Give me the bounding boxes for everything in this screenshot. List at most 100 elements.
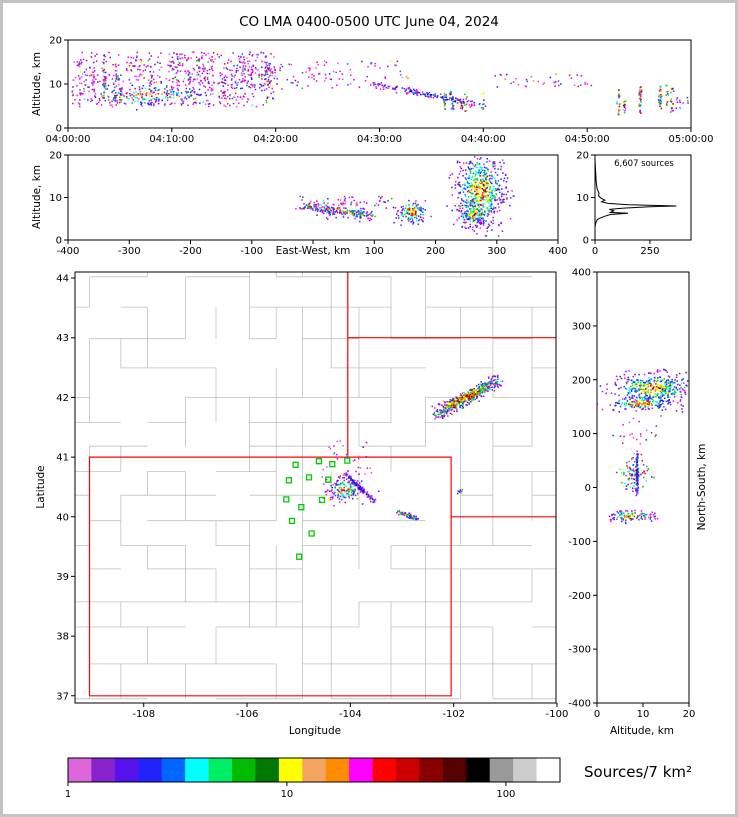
source-points bbox=[618, 87, 675, 115]
colorbar-segment bbox=[442, 758, 467, 782]
source-points bbox=[281, 63, 402, 86]
tick-label: 200 bbox=[572, 375, 591, 386]
tick-label: 1 bbox=[65, 789, 71, 800]
source-points bbox=[625, 464, 653, 490]
source-points bbox=[687, 100, 689, 102]
source-points bbox=[625, 376, 686, 399]
y-axis-ticks bbox=[64, 39, 68, 129]
tick-label: 04:50:00 bbox=[565, 134, 610, 145]
tick-label: 20 bbox=[683, 709, 696, 720]
colorbar-segment bbox=[255, 758, 280, 782]
tick-label: -100 bbox=[568, 537, 591, 548]
tick-label: 44 bbox=[56, 273, 69, 284]
source-points bbox=[392, 199, 426, 224]
source-points bbox=[357, 462, 360, 464]
source-points bbox=[622, 420, 642, 444]
colorbar-segment bbox=[185, 758, 209, 782]
source-points bbox=[443, 90, 454, 111]
source-points bbox=[631, 415, 662, 441]
tick-label: 39 bbox=[56, 572, 69, 583]
source-points bbox=[617, 89, 674, 115]
y-axis-ticks bbox=[591, 154, 595, 241]
tick-label: -200 bbox=[179, 246, 202, 257]
source-points bbox=[443, 95, 463, 110]
source-points bbox=[618, 90, 675, 114]
colorbar-segment bbox=[114, 758, 139, 782]
source-points bbox=[340, 487, 351, 490]
source-points bbox=[91, 82, 274, 111]
source-points bbox=[398, 512, 417, 520]
source-points bbox=[316, 60, 399, 63]
source-points bbox=[444, 103, 468, 110]
source-points bbox=[650, 432, 657, 436]
source-points bbox=[125, 91, 171, 101]
source-points bbox=[312, 209, 335, 216]
tick-label: 0 bbox=[585, 483, 591, 494]
panel-frame bbox=[596, 271, 690, 704]
source-points bbox=[332, 453, 335, 455]
tick-label: 05:00:00 bbox=[669, 134, 714, 145]
tick-label: 04:40:00 bbox=[461, 134, 506, 145]
tick-label: 100 bbox=[496, 789, 515, 800]
source-points bbox=[460, 492, 462, 494]
source-points bbox=[405, 75, 409, 80]
tick-label: 38 bbox=[56, 632, 69, 643]
lma-stations bbox=[283, 457, 351, 560]
x-axis-ticks bbox=[143, 703, 558, 707]
source-points bbox=[280, 62, 407, 90]
source-points bbox=[341, 492, 350, 496]
source-points bbox=[321, 466, 373, 500]
source-points bbox=[617, 86, 674, 116]
source-points bbox=[319, 200, 346, 217]
source-points bbox=[71, 51, 273, 108]
tick-label: -400 bbox=[57, 246, 80, 257]
source-points bbox=[627, 515, 630, 518]
source-points bbox=[458, 198, 495, 230]
source-points bbox=[675, 96, 691, 109]
source-points bbox=[446, 157, 512, 231]
y-axis-ticks bbox=[593, 271, 597, 704]
tick-label: -100 bbox=[240, 246, 263, 257]
ew-height-xlabel: East-West, km bbox=[276, 245, 351, 257]
colorbar-segment bbox=[278, 758, 303, 782]
source-points bbox=[334, 479, 354, 498]
tick-label: 100 bbox=[572, 429, 591, 440]
source-points bbox=[619, 425, 658, 438]
source-points bbox=[314, 206, 369, 218]
tick-label: 37 bbox=[56, 691, 69, 702]
colorbar-label: Sources/7 km² bbox=[584, 763, 692, 781]
source-points bbox=[612, 395, 671, 411]
source-points bbox=[460, 490, 463, 493]
source-points bbox=[496, 78, 528, 88]
tick-label: 400 bbox=[572, 268, 591, 279]
source-points bbox=[71, 51, 275, 108]
source-points bbox=[398, 510, 419, 520]
source-points bbox=[446, 388, 481, 408]
colorbar-segment bbox=[396, 758, 420, 782]
source-points bbox=[619, 512, 647, 521]
tick-label: 300 bbox=[487, 246, 506, 257]
colorbar-segment bbox=[208, 758, 233, 782]
source-points bbox=[618, 398, 662, 408]
source-points bbox=[353, 491, 355, 493]
source-points bbox=[308, 203, 310, 206]
source-points bbox=[323, 474, 360, 507]
tick-label: 40 bbox=[56, 512, 69, 523]
tick-label: 200 bbox=[426, 246, 445, 257]
ns-height-ylabel: North-South, km bbox=[696, 444, 708, 531]
source-points bbox=[675, 99, 678, 101]
tick-label: 400 bbox=[548, 246, 567, 257]
source-points bbox=[322, 207, 363, 216]
source-points bbox=[337, 485, 352, 496]
source-points bbox=[615, 398, 659, 409]
x-axis-ticks bbox=[594, 240, 651, 244]
tick-label: -108 bbox=[132, 709, 155, 720]
source-points bbox=[617, 511, 648, 518]
tick-label: -100 bbox=[546, 709, 569, 720]
colorbar-segment bbox=[513, 758, 537, 782]
tick-label: 0 bbox=[592, 246, 598, 257]
source-points bbox=[442, 390, 480, 409]
tick-label: 10 bbox=[576, 193, 589, 204]
